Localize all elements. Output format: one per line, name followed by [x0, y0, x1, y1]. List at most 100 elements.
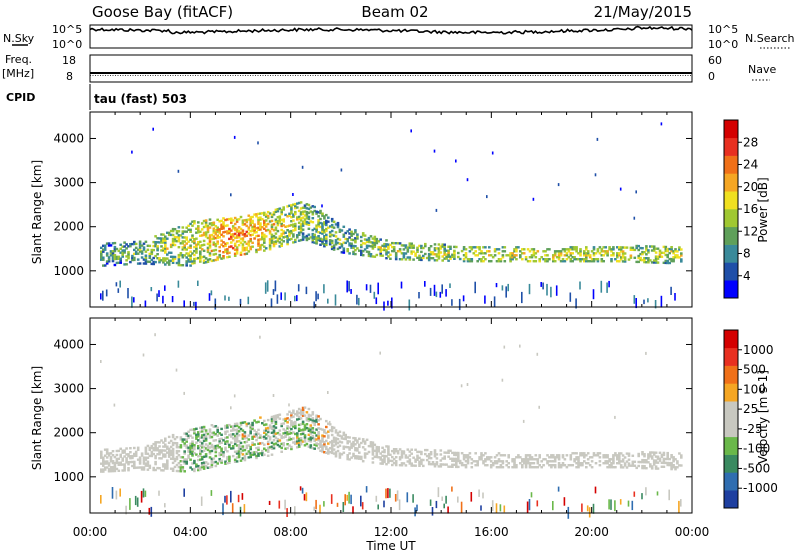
- heatmap-cell: [528, 456, 532, 459]
- heatmap-cell: [406, 256, 410, 259]
- heatmap-cell: [588, 456, 592, 459]
- heatmap-cell: [319, 449, 322, 452]
- heatmap-cell: [179, 242, 183, 245]
- heatmap-cell: [649, 451, 652, 454]
- heatmap-cell: [441, 245, 444, 248]
- heatmap-cell: [199, 440, 202, 443]
- heatmap-cell: [517, 246, 520, 249]
- heatmap-cell: [230, 441, 233, 444]
- heatmap-cell: [257, 238, 260, 241]
- heatmap-cell: [148, 260, 152, 263]
- heatmap-cell: [241, 457, 245, 460]
- heatmap-cell: [231, 235, 235, 238]
- heatmap-cell: [451, 255, 454, 258]
- heatmap-cell: [175, 449, 179, 453]
- heatmap-cell: [115, 490, 118, 500]
- heatmap-cell: [619, 464, 623, 467]
- heatmap-cell: [571, 464, 574, 467]
- heatmap-cell: [332, 248, 336, 251]
- heatmap-cell: [311, 436, 315, 440]
- heatmap-cell: [230, 447, 233, 450]
- heatmap-cell: [311, 413, 315, 416]
- heatmap-cell: [586, 260, 590, 263]
- heatmap-cell: [297, 201, 301, 205]
- heatmap-cell: [608, 464, 611, 467]
- heatmap-cell: [263, 241, 266, 244]
- heatmap-cell: [105, 456, 109, 459]
- heatmap-cell: [325, 431, 328, 435]
- heatmap-cell: [484, 464, 487, 467]
- heatmap-cell: [226, 426, 229, 429]
- heatmap-cell: [206, 448, 210, 452]
- heatmap-cell: [231, 454, 235, 458]
- heatmap-cell: [360, 243, 363, 247]
- heatmap-cell: [575, 458, 578, 461]
- heatmap-cell: [383, 246, 386, 250]
- heatmap-cell: [317, 419, 320, 422]
- colorbar-segment: [724, 173, 738, 192]
- heatmap-cell: [239, 241, 243, 244]
- heatmap-cell: [680, 260, 683, 263]
- heatmap-cell: [317, 427, 320, 430]
- heatmap-cell: [579, 258, 582, 261]
- heatmap-cell: [146, 444, 150, 448]
- heatmap-cell: [109, 460, 113, 463]
- heatmap-cell: [251, 435, 254, 439]
- heatmap-cell: [581, 454, 584, 457]
- heatmap-cell: [129, 451, 132, 454]
- heatmap-cell: [528, 458, 532, 461]
- heatmap-cell: [550, 464, 553, 467]
- heatmap-cell: [297, 441, 301, 444]
- heatmap-cell: [268, 238, 272, 241]
- heatmap-cell: [618, 254, 621, 257]
- heatmap-cell: [185, 248, 188, 251]
- heatmap-cell: [290, 216, 293, 219]
- heatmap-cell: [621, 246, 625, 249]
- heatmap-cell: [185, 264, 188, 267]
- heatmap-cell: [282, 218, 285, 221]
- heatmap-cell: [462, 254, 466, 257]
- heatmap-cell: [243, 437, 247, 440]
- heatmap-cell: [218, 232, 221, 235]
- heatmap-cell: [489, 466, 493, 469]
- heatmap-cell: [371, 245, 375, 248]
- heatmap-cell: [162, 247, 165, 250]
- heatmap-cell: [303, 426, 307, 429]
- heatmap-cell: [249, 453, 252, 457]
- heatmap-cell: [396, 250, 400, 253]
- heatmap-cell: [292, 193, 294, 196]
- heatmap-cell: [294, 240, 297, 244]
- heatmap-cell: [292, 431, 295, 434]
- heatmap-cell: [251, 219, 254, 223]
- heatmap-cell: [235, 436, 239, 439]
- heatmap-cell: [569, 458, 573, 461]
- heatmap-cell: [396, 242, 400, 245]
- heatmap-cell: [474, 250, 477, 253]
- heatmap-cell: [476, 464, 479, 467]
- x-tick-label: 00:00: [73, 525, 108, 539]
- heatmap-cell: [296, 418, 299, 421]
- heatmap-cell: [389, 488, 391, 498]
- heatmap-cell: [263, 435, 266, 438]
- x-tick-label: 12:00: [374, 525, 409, 539]
- heatmap-cell: [226, 430, 229, 433]
- heatmap-cell: [408, 454, 412, 457]
- heatmap-cell: [398, 456, 402, 459]
- heatmap-cell: [107, 452, 111, 455]
- heatmap-cell: [652, 463, 656, 466]
- heatmap-cell: [266, 210, 270, 214]
- heatmap-cell: [427, 254, 431, 258]
- heatmap-cell: [297, 284, 300, 292]
- heatmap-cell: [123, 251, 126, 254]
- heatmap-cell: [639, 252, 642, 256]
- heatmap-cell: [325, 419, 328, 423]
- heatmap-cell: [233, 428, 237, 432]
- heatmap-cell: [268, 438, 272, 441]
- heatmap-cell: [418, 256, 421, 259]
- heatmap-cell: [270, 241, 274, 244]
- heatmap-cell: [352, 244, 355, 248]
- heatmap-cell: [169, 449, 173, 453]
- heatmap-cell: [247, 456, 251, 459]
- heatmap-cell: [113, 255, 117, 259]
